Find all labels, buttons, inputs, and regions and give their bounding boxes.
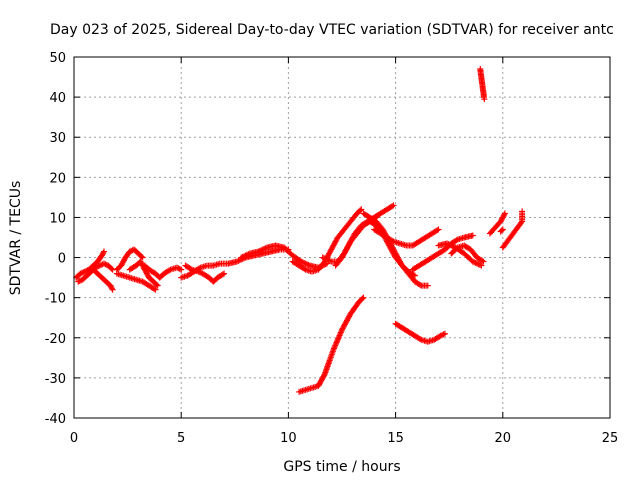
data-point xyxy=(519,208,526,215)
data-point xyxy=(469,232,476,239)
data-point xyxy=(321,372,328,379)
axis-ticks: 0 5 10 15 20 25 -40 -30 -20 -10 0 10 20 30 40 50 xyxy=(45,51,619,446)
data-point xyxy=(357,207,364,214)
data-point xyxy=(108,265,115,272)
data-point xyxy=(481,96,488,103)
series-arc-9 xyxy=(178,246,292,281)
series-arc-6 xyxy=(126,258,161,289)
data-point xyxy=(411,272,418,279)
data-point xyxy=(417,335,424,342)
series-arc-20 xyxy=(296,294,367,395)
data-point xyxy=(360,294,367,301)
data-point xyxy=(453,237,460,244)
data-point xyxy=(138,253,145,260)
series-arc-11 xyxy=(289,206,365,275)
data-point xyxy=(518,219,525,226)
data-point xyxy=(435,226,442,233)
series-arc-15 xyxy=(366,218,418,279)
series-arc-7 xyxy=(141,262,185,281)
series-arc-4 xyxy=(113,246,146,273)
plot-frame xyxy=(73,56,611,419)
data-point xyxy=(153,281,160,288)
data-point xyxy=(219,271,226,278)
data-point xyxy=(221,270,228,277)
y-tick-label: 0 xyxy=(58,252,66,267)
data-point xyxy=(301,265,308,272)
data-point xyxy=(498,227,505,234)
data-point xyxy=(154,282,161,289)
series-arc-22 xyxy=(477,66,488,103)
x-tick-label: 20 xyxy=(495,431,512,446)
y-tick-label: -10 xyxy=(45,292,66,307)
data-point xyxy=(108,285,115,292)
series-arc-21 xyxy=(392,320,448,345)
data-point xyxy=(389,203,396,210)
data-point xyxy=(139,254,146,261)
data-point xyxy=(178,266,185,273)
y-tick-label: -20 xyxy=(45,332,66,347)
data-point xyxy=(151,285,158,292)
series-arc-3 xyxy=(90,266,116,293)
data-point xyxy=(187,265,194,272)
data-point xyxy=(478,262,485,269)
data-point xyxy=(358,206,365,213)
data-point xyxy=(434,227,441,234)
series-arc-25 xyxy=(499,208,526,251)
y-tick-label: 50 xyxy=(49,51,66,66)
y-tick-label: -30 xyxy=(45,372,66,387)
data-point xyxy=(479,257,486,264)
series-arc-13 xyxy=(332,202,397,269)
series-arc-16 xyxy=(371,226,442,249)
data-point xyxy=(109,286,116,293)
series-arc-23 xyxy=(486,210,508,237)
data-point xyxy=(499,226,506,233)
x-tick-label: 25 xyxy=(602,431,619,446)
data-point xyxy=(176,265,183,272)
data-point xyxy=(410,271,417,278)
x-tick-label: 0 xyxy=(70,431,78,446)
series-arc-1 xyxy=(73,248,108,281)
y-axis-label: SDTVAR / TECUs xyxy=(8,181,24,296)
y-tick-label: 20 xyxy=(49,171,66,186)
data-point xyxy=(101,248,108,255)
series-arc-19 xyxy=(448,242,487,265)
y-tick-label: 10 xyxy=(49,211,66,226)
data-point xyxy=(501,210,508,217)
data-point xyxy=(166,267,173,274)
x-tick-label: 10 xyxy=(280,431,297,446)
y-tick-label: -40 xyxy=(45,412,66,427)
data-point xyxy=(359,295,366,302)
data-point xyxy=(441,330,448,337)
series-arc-24 xyxy=(497,226,506,235)
chart-title: Day 023 of 2025, Sidereal Day-to-day VTE… xyxy=(50,22,614,38)
y-tick-label: 40 xyxy=(49,91,66,106)
data-point xyxy=(152,286,159,293)
data-point xyxy=(100,249,107,256)
data-points xyxy=(73,66,526,395)
data-point xyxy=(480,258,487,265)
data-point xyxy=(424,282,431,289)
series-arc-5 xyxy=(113,270,159,293)
data-point xyxy=(175,265,182,272)
data-point xyxy=(196,265,203,272)
x-axis-label: GPS time / hours xyxy=(283,459,400,475)
y-tick-label: 30 xyxy=(49,131,66,146)
x-tick-label: 5 xyxy=(177,431,185,446)
x-tick-label: 15 xyxy=(387,431,404,446)
data-point xyxy=(389,237,396,244)
data-point xyxy=(501,211,508,218)
gridlines xyxy=(74,57,610,418)
data-point xyxy=(390,202,397,209)
data-point xyxy=(417,281,424,288)
